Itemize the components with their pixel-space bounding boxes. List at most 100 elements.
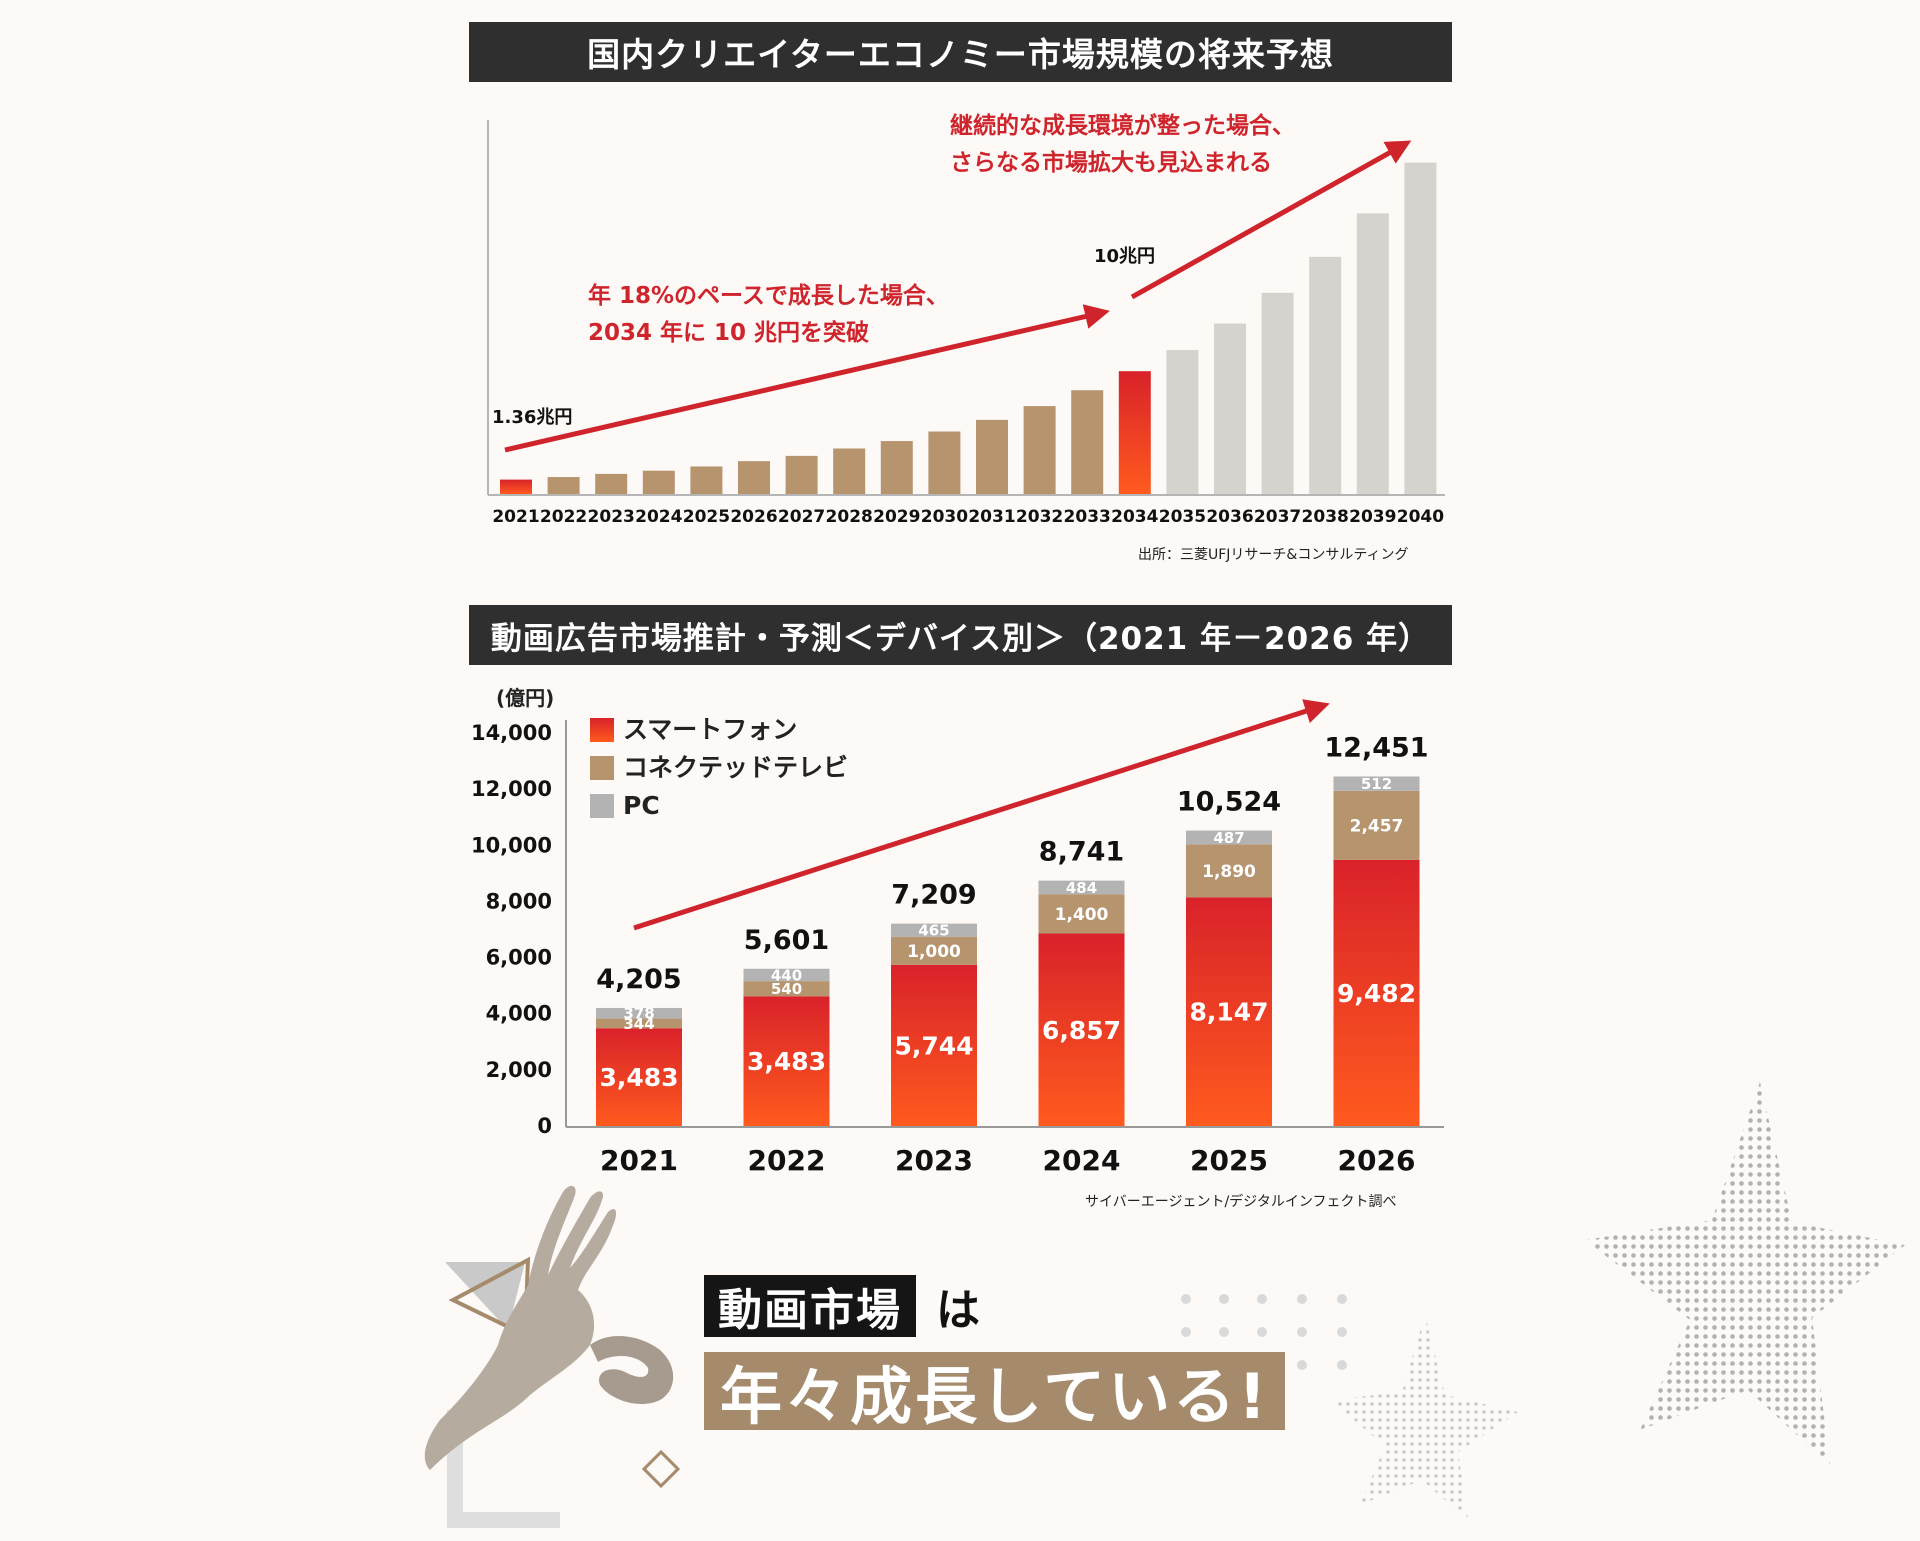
chart2-ytick-6000: 6,000 bbox=[486, 946, 552, 970]
chart1-xtick-2040: 2040 bbox=[1397, 507, 1444, 527]
growth-arrow-1 bbox=[504, 304, 1110, 453]
chart2-bar-2021-smartphone bbox=[596, 1028, 682, 1126]
chart1-bar-2035 bbox=[1166, 350, 1199, 494]
chart2-total-2021: 4,205 bbox=[596, 964, 681, 995]
chart2-datalabel-2022-smartphone: 3,483 bbox=[747, 1047, 826, 1076]
chart2-total-2024: 8,741 bbox=[1039, 837, 1124, 868]
chart2-datalabel-2025-pc: 487 bbox=[1213, 829, 1244, 847]
chart2-ytick-2000: 2,000 bbox=[486, 1058, 552, 1082]
chart2-bar-2023-ctv bbox=[891, 936, 977, 965]
chart1-xtick-2028: 2028 bbox=[826, 507, 873, 527]
chart2-datalabel-2024-pc: 484 bbox=[1066, 879, 1097, 897]
annotation-future-line1: 継続的な成長環境が整った場合、 bbox=[950, 112, 1295, 139]
chart2-y-unit: (億円) bbox=[496, 686, 554, 710]
chart2-bar-2021-ctv bbox=[596, 1018, 682, 1029]
chart1-bar-2037 bbox=[1261, 292, 1294, 494]
chart1-xtick-2038: 2038 bbox=[1302, 507, 1349, 527]
chart1-xtick-2021: 2021 bbox=[492, 507, 539, 527]
chart2-ytick-0: 0 bbox=[537, 1114, 552, 1138]
chart2-total-2026: 12,451 bbox=[1324, 732, 1428, 763]
cta-headline-tail: は bbox=[936, 1285, 980, 1336]
chart1-xtick-2026: 2026 bbox=[730, 507, 777, 527]
chart2-xtick-2023: 2023 bbox=[895, 1144, 973, 1177]
chart2-bar-2023-pc bbox=[891, 923, 977, 937]
chart1-xtick-2035: 2035 bbox=[1159, 507, 1206, 527]
chart1-source: 出所：三菱UFJリサーチ&コンサルティング bbox=[1138, 547, 1409, 563]
chart1-xtick-2027: 2027 bbox=[778, 507, 825, 527]
annotation-18pct-line2: 2034 年に 10 兆円を突破 bbox=[588, 319, 869, 346]
chart2-datalabel-2026-smartphone: 9,482 bbox=[1337, 979, 1416, 1008]
chart2-ytick-8000: 8,000 bbox=[486, 889, 552, 913]
chart1-bar-2040 bbox=[1404, 162, 1437, 494]
chart2-datalabel-2021-smartphone: 3,483 bbox=[599, 1063, 678, 1092]
growth-arrow-3 bbox=[633, 699, 1330, 931]
chart2-bar-2023-smartphone bbox=[891, 964, 977, 1126]
chart1-bar-2036 bbox=[1214, 323, 1246, 494]
chart1-bar-2033 bbox=[1071, 390, 1104, 494]
chart2-xtick-2026: 2026 bbox=[1338, 1144, 1416, 1177]
chart1-title: 国内クリエイターエコノミー市場規模の将来予想 bbox=[469, 22, 1452, 82]
chart1-bar-2031 bbox=[976, 419, 1008, 494]
annotation-18pct-line1: 年 18%のペースで成長した場合、 bbox=[588, 282, 949, 309]
chart2-datalabel-2024-ctv: 1,400 bbox=[1055, 905, 1109, 925]
annotation-future-line2: さらなる市場拡大も見込まれる bbox=[950, 149, 1272, 176]
legend-label-smartphone: スマートフォン bbox=[623, 715, 797, 744]
chart2-bar-2022-pc bbox=[743, 968, 830, 982]
chart2-datalabel-2023-ctv: 1,000 bbox=[907, 942, 961, 962]
chart2-title: 動画広告市場推計・予測＜デバイス別＞（2021 年－2026 年） bbox=[469, 605, 1452, 665]
chart2-xtick-2022: 2022 bbox=[748, 1144, 826, 1177]
halftone-star-small-icon bbox=[1330, 1315, 1518, 1520]
legend-swatch-pc bbox=[590, 794, 614, 818]
chart1-label-2034: 10兆円 bbox=[1094, 246, 1155, 267]
chart2-bar-2024-ctv bbox=[1038, 894, 1125, 934]
chart1-bar-2039 bbox=[1356, 213, 1389, 495]
legend-label-pc: PC bbox=[623, 791, 660, 820]
growth-arrow-2 bbox=[1130, 140, 1412, 300]
chart2-ytick-12000: 12,000 bbox=[471, 777, 552, 801]
chart1-xtick-2034: 2034 bbox=[1111, 507, 1158, 527]
chart2-bar-2024-pc bbox=[1038, 880, 1125, 895]
chart1-bar-2024 bbox=[642, 470, 675, 494]
chart2-bar-2021-pc bbox=[596, 1007, 682, 1019]
legend-swatch-smartphone bbox=[590, 718, 614, 742]
cta-subheadline-box: 年々成長している! bbox=[704, 1352, 1286, 1433]
chart2-xtick-2021: 2021 bbox=[600, 1144, 678, 1177]
chart2-bar-2026-ctv bbox=[1333, 790, 1420, 860]
chart2-ytick-14000: 14,000 bbox=[471, 721, 552, 745]
triangle-fill-icon bbox=[445, 1262, 525, 1330]
chart1-bar-2030 bbox=[928, 431, 961, 494]
chart1-bar-2027 bbox=[785, 455, 818, 494]
chart1-bar-2021 bbox=[500, 479, 532, 494]
chart2-bar-2025-smartphone bbox=[1186, 897, 1272, 1126]
chart2-xtick-2024: 2024 bbox=[1043, 1144, 1121, 1177]
chart1-bar-2023 bbox=[595, 473, 628, 494]
chart2-bar-2026-smartphone bbox=[1333, 859, 1420, 1126]
chart2-datalabel-2025-ctv: 1,890 bbox=[1202, 862, 1256, 882]
chart2-ytick-10000: 10,000 bbox=[471, 833, 552, 857]
chart2-datalabel-2021-ctv: 344 bbox=[623, 1015, 654, 1033]
chart2-xtick-2025: 2025 bbox=[1190, 1144, 1268, 1177]
chart1-xtick-2024: 2024 bbox=[635, 507, 682, 527]
chart1-xtick-2029: 2029 bbox=[873, 507, 920, 527]
chart1-bar-2034 bbox=[1118, 371, 1151, 494]
chart2-datalabel-2023-pc: 465 bbox=[918, 922, 949, 940]
chart1-bar-2038 bbox=[1309, 256, 1342, 494]
legend-label-ctv: コネクテッドテレビ bbox=[623, 753, 848, 782]
chart2-bar-2024-smartphone bbox=[1038, 933, 1125, 1126]
chart1-xtick-2025: 2025 bbox=[683, 507, 730, 527]
chart2-datalabel-2022-pc: 440 bbox=[771, 966, 802, 984]
chart1-xtick-2030: 2030 bbox=[921, 507, 968, 527]
chart1-bar-2029 bbox=[880, 441, 913, 494]
chart2-datalabel-2024-smartphone: 6,857 bbox=[1042, 1016, 1121, 1045]
chart2-legend: スマートフォン コネクテッドテレビ PC bbox=[590, 715, 848, 820]
chart2-datalabel-2026-pc: 512 bbox=[1361, 775, 1392, 793]
chart1-bar-2022 bbox=[547, 477, 580, 494]
chart2-datalabel-2023-smartphone: 5,744 bbox=[894, 1031, 973, 1060]
chart2-datalabel-2026-ctv: 2,457 bbox=[1350, 816, 1404, 836]
ok-hand-icon bbox=[424, 1185, 674, 1470]
chart2-bar-2022-ctv bbox=[743, 981, 830, 997]
chart1-xtick-2033: 2033 bbox=[1064, 507, 1111, 527]
chart2-datalabel-2022-ctv: 540 bbox=[771, 980, 802, 998]
chart2-total-2023: 7,209 bbox=[891, 880, 976, 911]
chart1-xtick-2022: 2022 bbox=[540, 507, 587, 527]
